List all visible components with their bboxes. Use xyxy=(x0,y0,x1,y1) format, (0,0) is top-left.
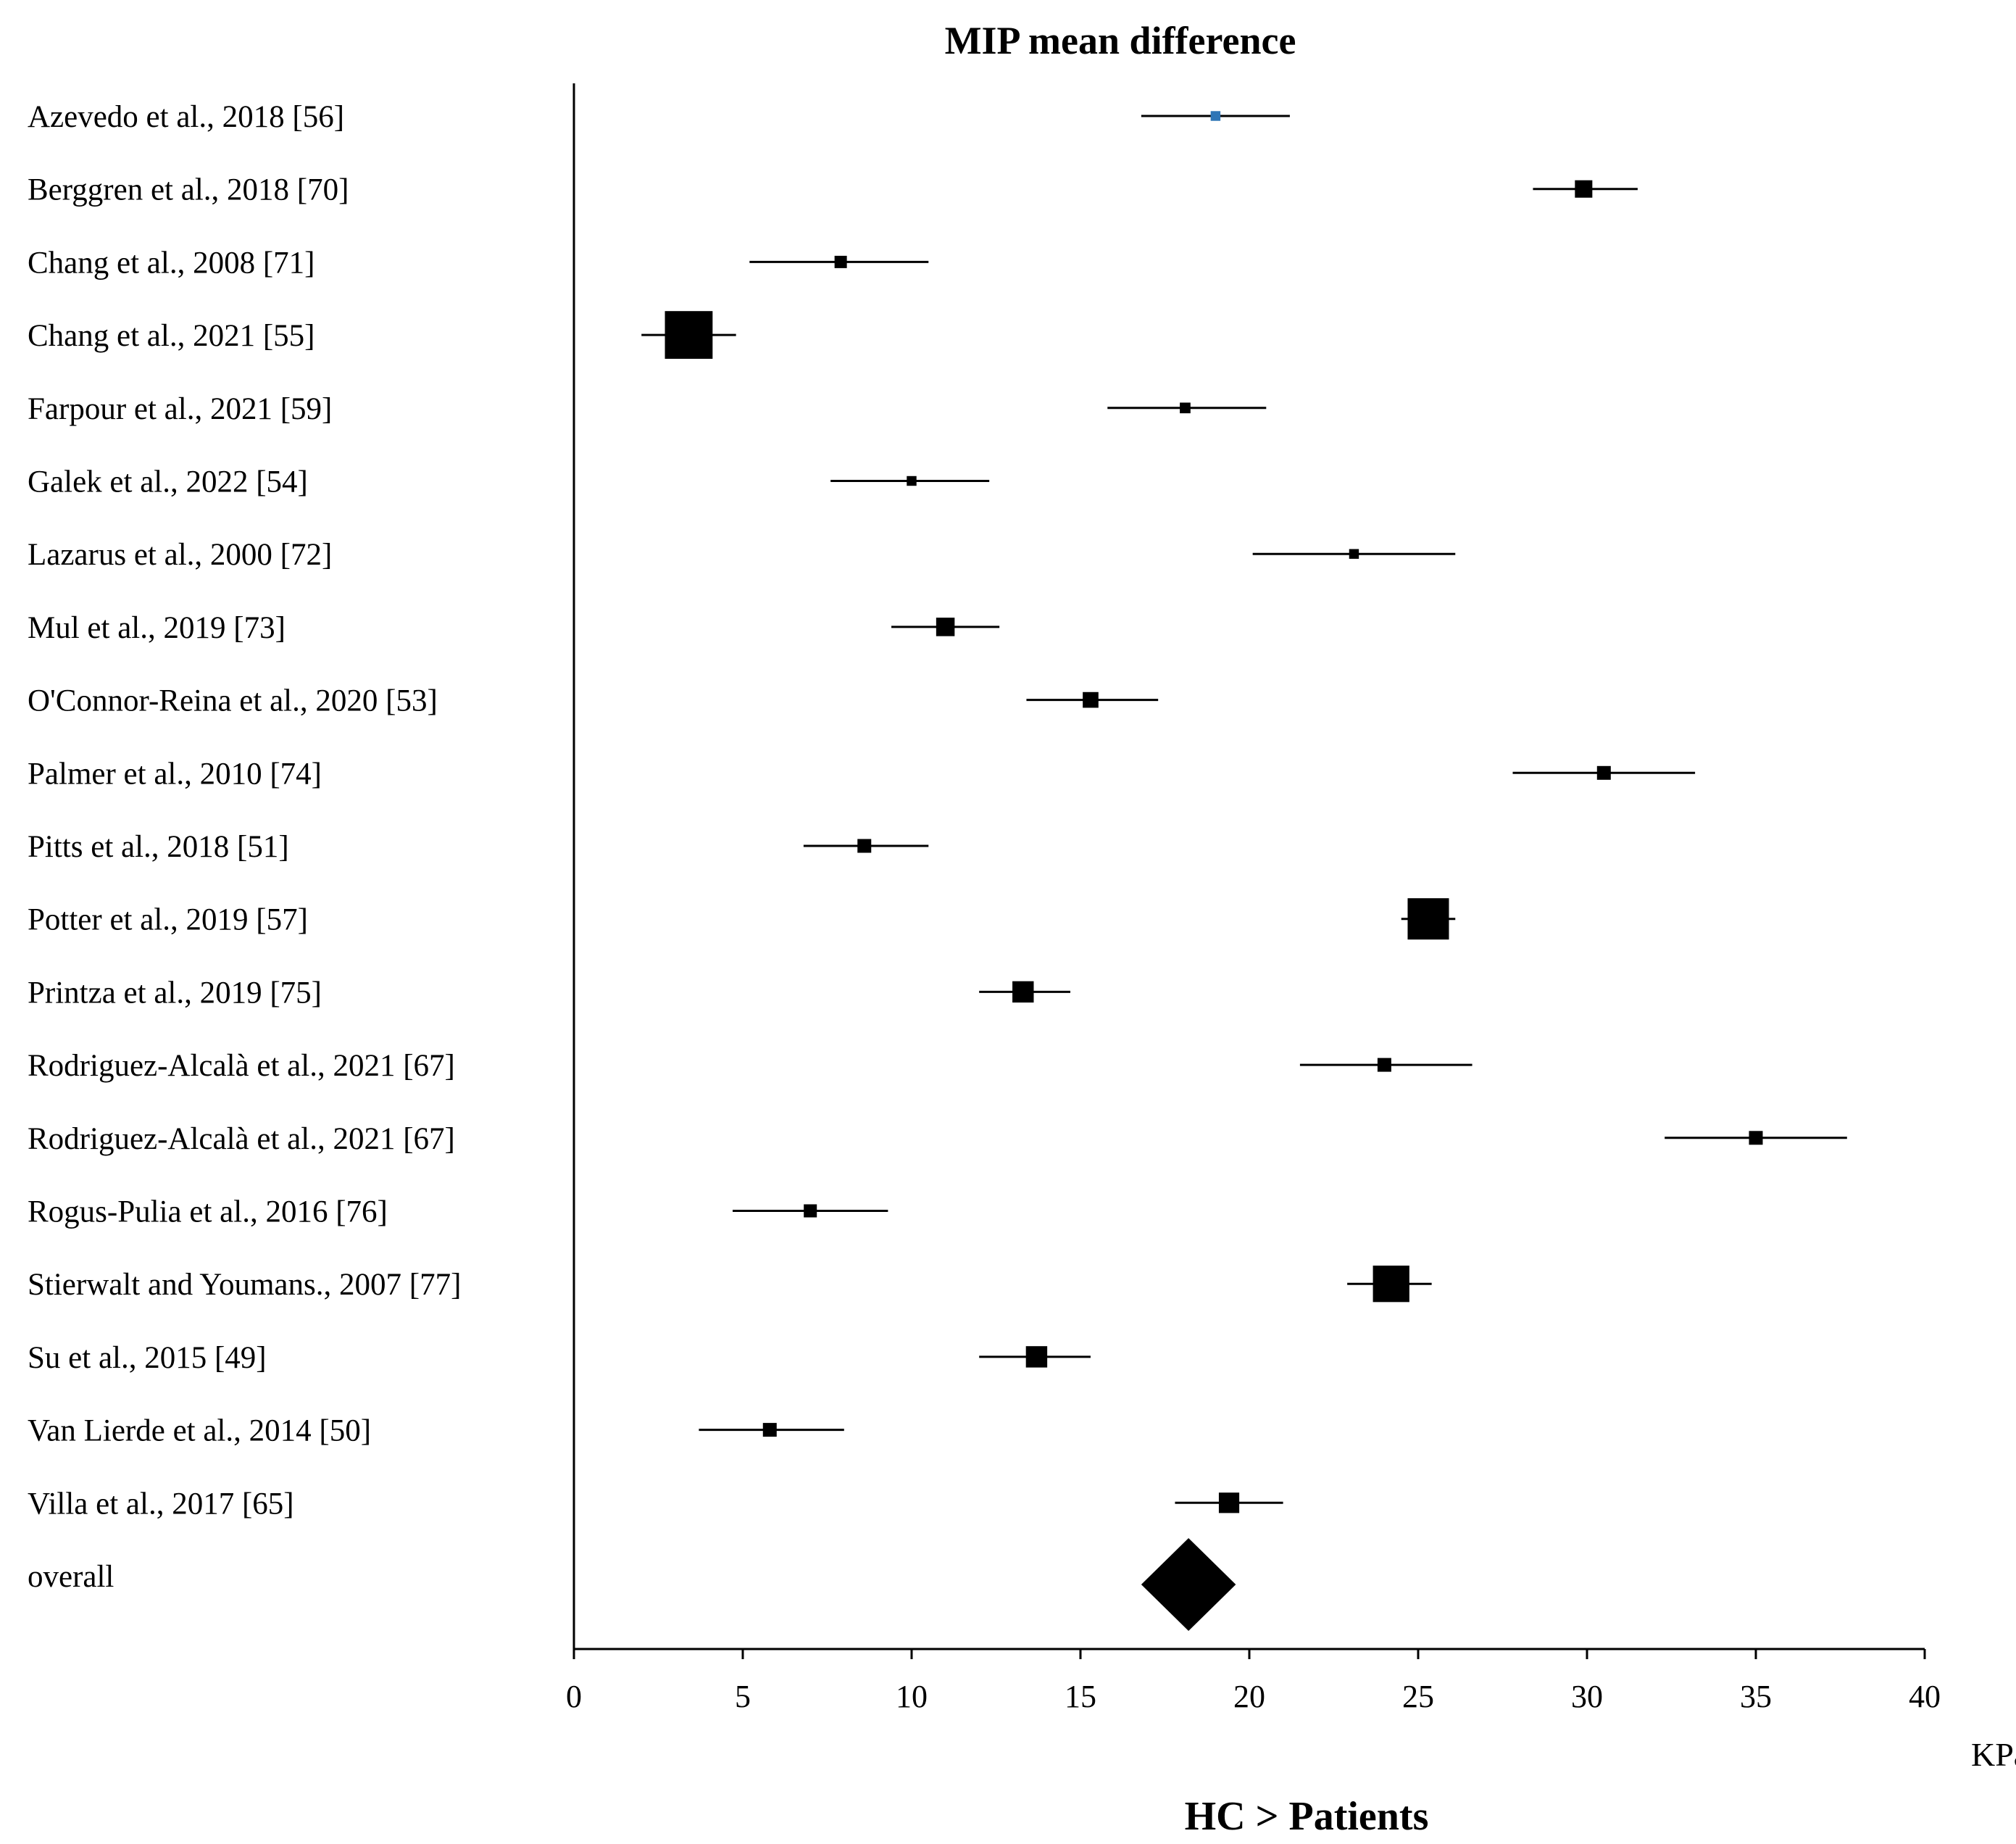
study-label: O'Connor-Reina et al., 2020 [53] xyxy=(28,684,438,718)
x-tick-label: 0 xyxy=(566,1679,582,1714)
study-label: Rodriguez-Alcalà et al., 2021 [67] xyxy=(28,1049,455,1083)
point-estimate xyxy=(804,1204,817,1218)
study-label: Pitts et al., 2018 [51] xyxy=(28,830,289,864)
point-estimate xyxy=(857,839,872,853)
study-label: Stierwalt and Youmans., 2007 [77] xyxy=(28,1268,461,1302)
study-label: Berggren et al., 2018 [70] xyxy=(28,173,349,207)
overall-label: overall xyxy=(28,1560,114,1594)
plot-area xyxy=(641,111,1847,1631)
x-axis-title: HC > Patients xyxy=(1185,1794,1429,1839)
x-tick-label: 35 xyxy=(1740,1679,1772,1714)
point-estimate xyxy=(1407,898,1449,940)
point-estimate xyxy=(1218,1492,1240,1513)
point-estimate xyxy=(1377,1058,1391,1072)
chart-title: MIP mean difference xyxy=(945,19,1296,62)
study-label: Rogus-Pulia et al., 2016 [76] xyxy=(28,1195,388,1229)
study-label: Potter et al., 2019 [57] xyxy=(28,903,308,937)
study-label: Chang et al., 2008 [71] xyxy=(28,246,315,280)
study-label: Su et al., 2015 [49] xyxy=(28,1341,267,1375)
overall-diamond xyxy=(1141,1538,1236,1631)
x-axis: 0 5 10 15 20 25 30 35 40 xyxy=(566,83,1941,1714)
point-estimate xyxy=(907,475,917,486)
point-estimate xyxy=(1575,180,1593,198)
x-tick-label: 25 xyxy=(1402,1679,1434,1714)
study-labels: Azevedo et al., 2018 [56] Berggren et al.… xyxy=(28,100,461,1594)
study-label: Farpour et al., 2021 [59] xyxy=(28,392,332,426)
point-estimate xyxy=(936,618,955,636)
x-tick-label: 20 xyxy=(1233,1679,1265,1714)
x-tick-label: 5 xyxy=(735,1679,751,1714)
point-estimate xyxy=(834,255,847,268)
x-unit-label: KPa xyxy=(1971,1736,2016,1773)
point-estimate xyxy=(1349,549,1359,559)
x-tick-label: 30 xyxy=(1571,1679,1603,1714)
study-label: Chang et al., 2021 [55] xyxy=(28,319,315,353)
x-tick-label: 10 xyxy=(896,1679,928,1714)
x-tick-label: 15 xyxy=(1065,1679,1096,1714)
study-label: Rodriguez-Alcalà et al., 2021 [67] xyxy=(28,1122,455,1156)
point-estimate xyxy=(1083,692,1099,708)
study-label: Lazarus et al., 2000 [72] xyxy=(28,538,332,572)
point-estimate xyxy=(1210,111,1221,121)
point-estimate xyxy=(665,311,713,360)
study-label: Printza et al., 2019 [75] xyxy=(28,976,322,1010)
study-label: Van Lierde et al., 2014 [50] xyxy=(28,1414,371,1448)
point-estimate xyxy=(1180,402,1191,414)
study-label: Mul et al., 2019 [73] xyxy=(28,611,286,645)
point-estimate xyxy=(1012,981,1034,1003)
study-label: Galek et al., 2022 [54] xyxy=(28,465,308,499)
study-label: Villa et al., 2017 [65] xyxy=(28,1487,294,1521)
x-tick-label: 40 xyxy=(1909,1679,1941,1714)
point-estimate xyxy=(1749,1131,1763,1145)
point-estimate xyxy=(1373,1266,1409,1303)
point-estimate xyxy=(1025,1346,1048,1368)
point-estimate xyxy=(1596,765,1611,780)
study-label: Azevedo et al., 2018 [56] xyxy=(28,100,344,134)
point-estimate xyxy=(762,1423,777,1437)
study-label: Palmer et al., 2010 [74] xyxy=(28,757,322,791)
